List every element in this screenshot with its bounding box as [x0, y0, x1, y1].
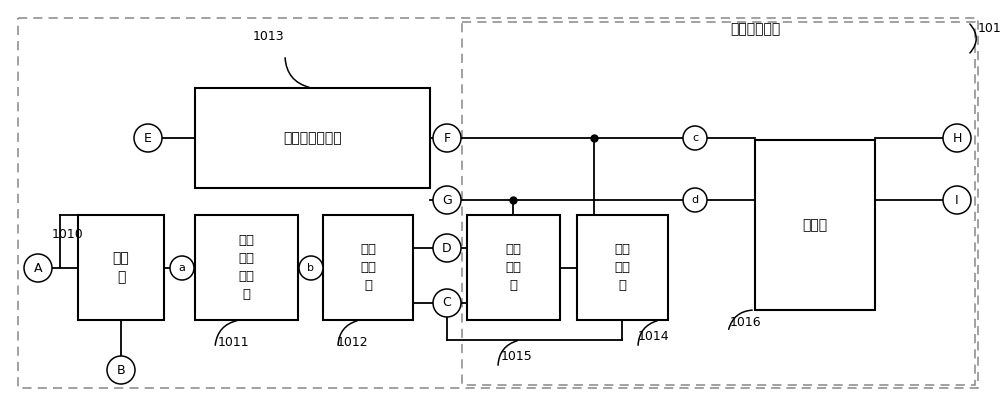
- Circle shape: [433, 124, 461, 152]
- Circle shape: [943, 124, 971, 152]
- Circle shape: [134, 124, 162, 152]
- Bar: [467, 215, 560, 320]
- Text: d: d: [691, 195, 699, 205]
- Bar: [195, 215, 298, 320]
- Text: 1016: 1016: [730, 316, 762, 329]
- Circle shape: [433, 234, 461, 262]
- Text: 处理器: 处理器: [802, 218, 828, 232]
- Text: a: a: [179, 263, 185, 273]
- Text: G: G: [442, 194, 452, 206]
- Text: B: B: [117, 364, 125, 377]
- Circle shape: [433, 186, 461, 214]
- Circle shape: [683, 188, 707, 212]
- Text: C: C: [443, 297, 451, 309]
- Text: 协调控制装置: 协调控制装置: [730, 22, 780, 36]
- Text: H: H: [952, 131, 962, 145]
- Bar: [323, 215, 413, 320]
- Text: F: F: [443, 131, 451, 145]
- Text: 受端功率分配器: 受端功率分配器: [283, 131, 342, 145]
- Text: b: b: [308, 263, 314, 273]
- Text: 1010: 1010: [52, 228, 84, 241]
- Circle shape: [107, 356, 135, 384]
- Text: 1013: 1013: [253, 30, 285, 43]
- Circle shape: [433, 289, 461, 317]
- Circle shape: [24, 254, 52, 282]
- Text: 减法
器: 减法 器: [113, 251, 129, 284]
- Bar: [78, 215, 164, 320]
- Text: c: c: [692, 133, 698, 143]
- Bar: [462, 22, 975, 385]
- Text: 双侧
频差
控制
器: 双侧 频差 控制 器: [239, 234, 254, 301]
- Text: 1015: 1015: [501, 350, 533, 363]
- Circle shape: [943, 186, 971, 214]
- Text: 第一
加法
器: 第一 加法 器: [614, 243, 631, 292]
- Text: 1014: 1014: [638, 330, 670, 343]
- Text: 1012: 1012: [337, 336, 369, 349]
- Text: 1011: 1011: [218, 336, 250, 349]
- Text: I: I: [955, 194, 959, 206]
- Text: 功率
分配
器: 功率 分配 器: [360, 243, 376, 292]
- Bar: [195, 88, 430, 188]
- Text: 第二
加法
器: 第二 加法 器: [506, 243, 522, 292]
- Bar: [577, 215, 668, 320]
- Text: A: A: [34, 261, 42, 274]
- Circle shape: [170, 256, 194, 280]
- Bar: [755, 140, 875, 310]
- Circle shape: [299, 256, 323, 280]
- Text: D: D: [442, 242, 452, 255]
- Text: E: E: [144, 131, 152, 145]
- Text: 101: 101: [978, 22, 1000, 35]
- Circle shape: [683, 126, 707, 150]
